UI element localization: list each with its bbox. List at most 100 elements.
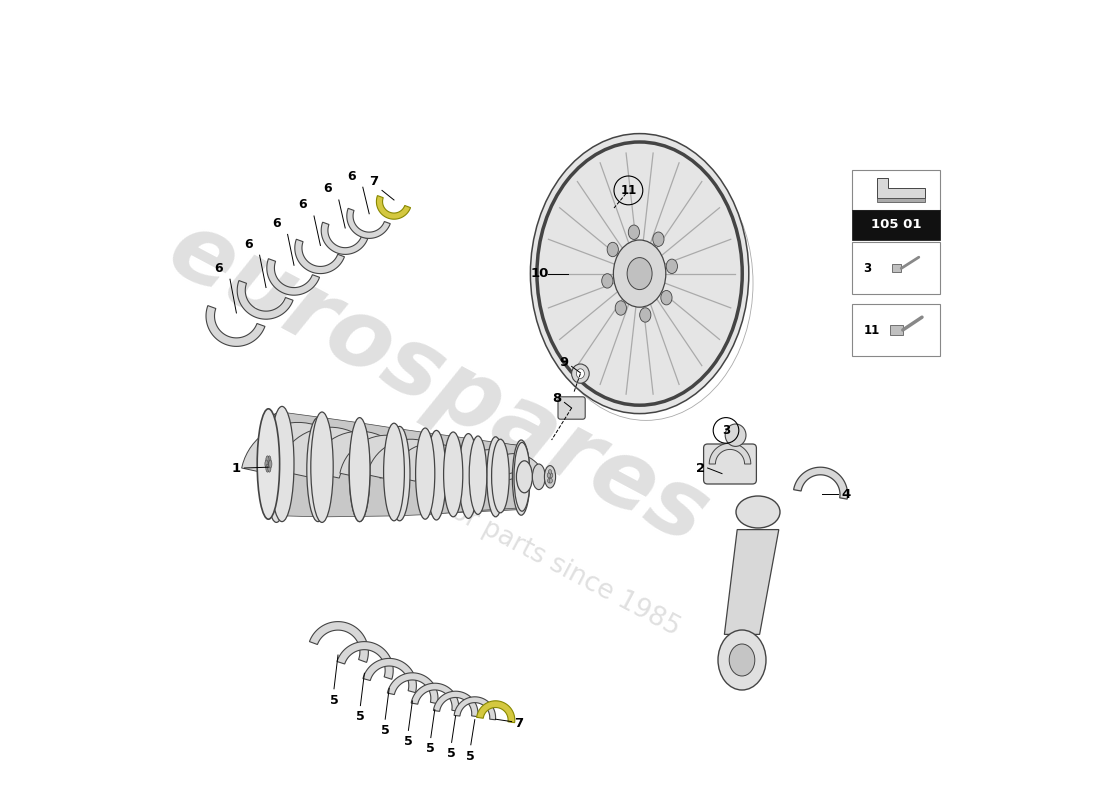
Polygon shape (500, 443, 522, 509)
Polygon shape (295, 239, 344, 274)
Ellipse shape (640, 308, 651, 322)
Polygon shape (454, 697, 496, 720)
Ellipse shape (516, 461, 532, 493)
Ellipse shape (607, 242, 618, 257)
Polygon shape (456, 450, 524, 481)
Polygon shape (399, 434, 437, 514)
FancyBboxPatch shape (558, 397, 585, 419)
Polygon shape (877, 178, 925, 198)
Polygon shape (496, 443, 521, 510)
Polygon shape (322, 418, 360, 517)
Polygon shape (725, 530, 779, 634)
Ellipse shape (729, 644, 755, 676)
Polygon shape (710, 443, 751, 464)
Ellipse shape (725, 424, 746, 446)
Polygon shape (367, 439, 454, 480)
Text: a passion for parts since 1985: a passion for parts since 1985 (320, 431, 684, 641)
Ellipse shape (384, 423, 405, 521)
Polygon shape (238, 281, 293, 319)
Polygon shape (483, 454, 544, 482)
FancyBboxPatch shape (704, 444, 757, 484)
Ellipse shape (267, 464, 271, 472)
Ellipse shape (718, 630, 766, 690)
Ellipse shape (576, 369, 584, 378)
Ellipse shape (548, 478, 551, 483)
Polygon shape (469, 440, 496, 512)
Ellipse shape (265, 460, 268, 468)
Ellipse shape (487, 437, 505, 517)
Polygon shape (309, 622, 368, 662)
Polygon shape (309, 431, 409, 478)
Polygon shape (437, 437, 469, 514)
FancyBboxPatch shape (852, 304, 940, 356)
Ellipse shape (492, 439, 509, 513)
Text: 6: 6 (298, 198, 307, 211)
Polygon shape (453, 436, 478, 513)
Polygon shape (360, 422, 394, 517)
Text: 5: 5 (448, 747, 456, 760)
Ellipse shape (427, 430, 446, 520)
Polygon shape (206, 306, 265, 346)
Text: 4: 4 (842, 488, 850, 501)
Text: 3: 3 (722, 424, 730, 437)
Ellipse shape (532, 464, 546, 490)
Polygon shape (411, 683, 459, 711)
Text: 9: 9 (559, 356, 569, 369)
Polygon shape (276, 422, 318, 514)
Ellipse shape (470, 436, 487, 514)
Ellipse shape (614, 240, 666, 307)
Ellipse shape (513, 440, 530, 515)
Polygon shape (392, 443, 473, 481)
Ellipse shape (530, 134, 749, 414)
Text: 11: 11 (864, 323, 880, 337)
Polygon shape (282, 412, 322, 517)
Polygon shape (267, 258, 320, 295)
Ellipse shape (267, 456, 271, 464)
Ellipse shape (389, 426, 410, 521)
Ellipse shape (266, 456, 270, 464)
Polygon shape (242, 422, 354, 475)
FancyBboxPatch shape (890, 325, 903, 334)
Ellipse shape (667, 259, 678, 274)
Polygon shape (478, 440, 500, 510)
Ellipse shape (311, 412, 333, 522)
Polygon shape (363, 658, 417, 693)
FancyBboxPatch shape (852, 210, 940, 240)
Ellipse shape (572, 364, 590, 383)
Text: 5: 5 (330, 694, 339, 706)
Polygon shape (394, 428, 426, 516)
Polygon shape (877, 198, 925, 202)
Text: 6: 6 (214, 262, 223, 274)
Ellipse shape (736, 496, 780, 528)
Ellipse shape (602, 274, 613, 288)
Ellipse shape (652, 232, 664, 246)
Ellipse shape (307, 418, 329, 522)
Text: 1: 1 (232, 462, 241, 474)
Ellipse shape (627, 258, 652, 290)
Ellipse shape (349, 422, 370, 522)
Polygon shape (376, 195, 410, 219)
Text: 8: 8 (552, 392, 561, 405)
Text: 5: 5 (466, 750, 475, 762)
Text: 6: 6 (244, 238, 253, 250)
Ellipse shape (549, 478, 552, 483)
FancyBboxPatch shape (852, 242, 940, 294)
Polygon shape (277, 427, 383, 477)
Text: 7: 7 (514, 717, 524, 730)
Polygon shape (793, 467, 848, 499)
Text: 5: 5 (427, 742, 436, 755)
Polygon shape (321, 222, 367, 254)
Text: 3: 3 (864, 262, 871, 275)
FancyBboxPatch shape (892, 264, 901, 272)
Ellipse shape (661, 290, 672, 305)
Text: 105 01: 105 01 (871, 218, 922, 231)
Text: 7: 7 (370, 175, 378, 188)
Polygon shape (340, 435, 433, 479)
Text: 5: 5 (404, 735, 412, 748)
Ellipse shape (416, 428, 434, 519)
Polygon shape (337, 642, 393, 679)
Ellipse shape (265, 414, 287, 522)
Ellipse shape (514, 442, 530, 511)
Ellipse shape (443, 432, 463, 517)
Text: 6: 6 (348, 170, 356, 182)
